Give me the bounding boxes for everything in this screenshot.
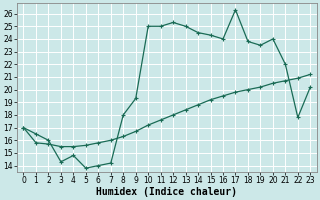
X-axis label: Humidex (Indice chaleur): Humidex (Indice chaleur) — [96, 186, 237, 197]
